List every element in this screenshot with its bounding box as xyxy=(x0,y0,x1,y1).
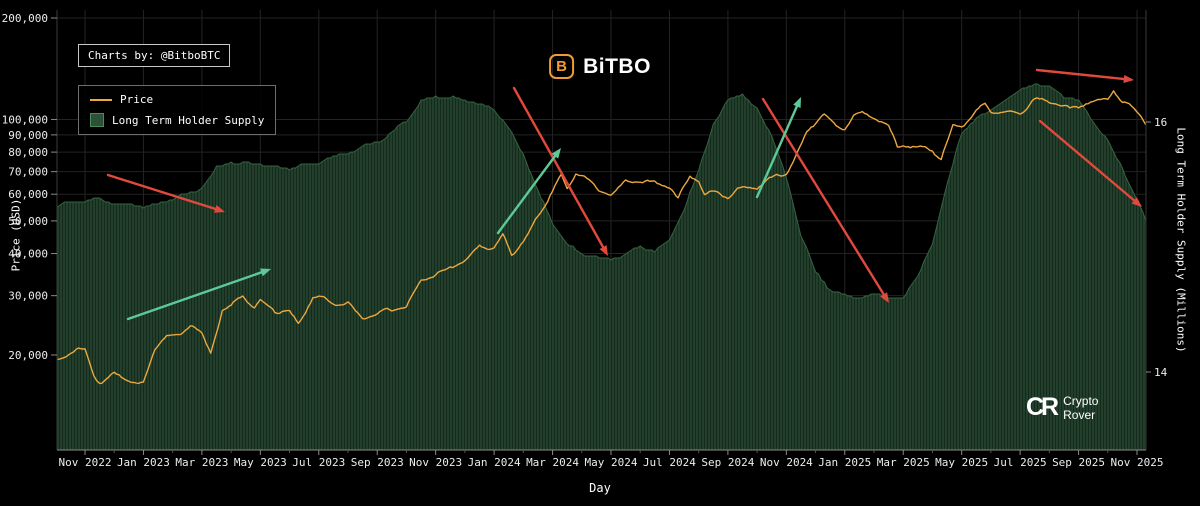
green-arrow-late-2024-head xyxy=(793,97,801,108)
x-tick-label: Jan 2024 xyxy=(468,456,521,469)
green-arrow-early-2024 xyxy=(496,152,559,235)
bitbo-logo: B BiTBO xyxy=(549,54,651,79)
left-tick-label: 200,000 xyxy=(2,12,48,25)
supply-area-edge xyxy=(57,83,1146,299)
left-tick-label: 50,000 xyxy=(8,215,48,228)
left-tick-label: 80,000 xyxy=(8,146,48,159)
right-axis-title: Long Term Holder Supply (Millions) xyxy=(1174,127,1188,353)
crypto-rover-logo: CR Crypto Rover xyxy=(1026,393,1098,422)
chart-legend: Price Long Term Holder Supply xyxy=(78,85,277,135)
left-tick-label: 20,000 xyxy=(8,349,48,362)
left-tick-label: 60,000 xyxy=(8,188,48,201)
x-tick-label: Mar 2023 xyxy=(175,456,228,469)
green-arrow-2023 xyxy=(126,270,266,321)
x-tick-label: May 2024 xyxy=(585,456,638,469)
red-arrow-late-2024 xyxy=(761,97,887,299)
legend-price-label: Price xyxy=(120,93,154,106)
supply-area-series xyxy=(57,84,1146,450)
x-tick-label: Sep 2025 xyxy=(1052,456,1105,469)
red-arrow-early-2023 xyxy=(106,173,220,212)
bitbo-logo-text: BiTBO xyxy=(583,54,651,78)
left-axis-title: Price (USD) xyxy=(9,198,23,272)
green-arrow-2023-head xyxy=(260,268,271,277)
red-arrow-mid-2024-head xyxy=(599,245,608,256)
red-arrow-right-down xyxy=(1038,119,1138,204)
x-tick-label: Jan 2023 xyxy=(117,456,170,469)
charts-by-text: Charts by: @BitboBTC xyxy=(88,49,221,62)
x-tick-label: Sep 2023 xyxy=(351,456,404,469)
left-tick-label: 90,000 xyxy=(8,129,48,142)
x-tick-label: Jan 2025 xyxy=(818,456,871,469)
x-tick-label: Nov 2022 xyxy=(59,456,112,469)
legend-supply-label: Long Term Holder Supply xyxy=(112,113,265,127)
axis-spines xyxy=(56,10,1147,451)
red-arrow-top-right-head xyxy=(1123,74,1134,83)
axis-labels: Nov 2022 Jan 2023 Mar 2023 May 2023 Jul 2023… xyxy=(2,12,1168,469)
charts-by-badge: Charts by: @BitboBTC xyxy=(78,44,231,67)
x-tick-label: Jul 2025 xyxy=(994,456,1047,469)
x-tick-label: Nov 2023 xyxy=(409,456,462,469)
crypto-rover-line1: Crypto xyxy=(1063,393,1099,408)
x-tick-label: Mar 2025 xyxy=(877,456,930,469)
right-tick-label: 16 xyxy=(1154,116,1167,129)
legend-item-price[interactable]: Price xyxy=(90,93,264,106)
supply-area-swatch xyxy=(90,113,104,127)
bitbo-b-icon: B xyxy=(549,54,575,79)
x-tick-label: May 2025 xyxy=(935,456,988,469)
green-arrow-early-2024-head xyxy=(551,148,561,159)
crypto-rover-text: Crypto Rover xyxy=(1063,394,1098,422)
annotation-arrows xyxy=(106,68,1142,321)
red-arrow-right-down-head xyxy=(1131,197,1142,207)
red-arrow-late-2024-head xyxy=(880,292,889,303)
crypto-rover-icon: CR xyxy=(1026,393,1059,421)
price-line-swatch xyxy=(90,98,112,101)
x-tick-label: Mar 2024 xyxy=(526,456,579,469)
crypto-rover-line2: Rover xyxy=(1063,407,1096,422)
left-tick-label: 40,000 xyxy=(8,248,48,261)
left-tick-label: 30,000 xyxy=(8,290,48,303)
right-tick-label: 14 xyxy=(1154,366,1168,379)
x-tick-label: Sep 2024 xyxy=(701,456,754,469)
plot-series xyxy=(57,83,1146,450)
red-arrow-early-2023-head xyxy=(214,205,225,213)
x-tick-label: Jul 2024 xyxy=(643,456,696,469)
x-tick-label: Nov 2025 xyxy=(1111,456,1164,469)
price-line-series xyxy=(57,90,1146,385)
x-axis-title: Day xyxy=(589,481,611,495)
left-tick-label: 100,000 xyxy=(2,113,48,126)
x-tick-label: May 2023 xyxy=(234,456,287,469)
green-arrow-late-2024 xyxy=(755,102,800,199)
red-arrow-mid-2024 xyxy=(512,86,606,252)
left-tick-label: 70,000 xyxy=(8,166,48,179)
legend-item-supply[interactable]: Long Term Holder Supply xyxy=(90,113,264,127)
x-tick-label: Nov 2024 xyxy=(760,456,813,469)
x-tick-label: Jul 2023 xyxy=(292,456,345,469)
red-arrow-top-right xyxy=(1035,68,1129,81)
